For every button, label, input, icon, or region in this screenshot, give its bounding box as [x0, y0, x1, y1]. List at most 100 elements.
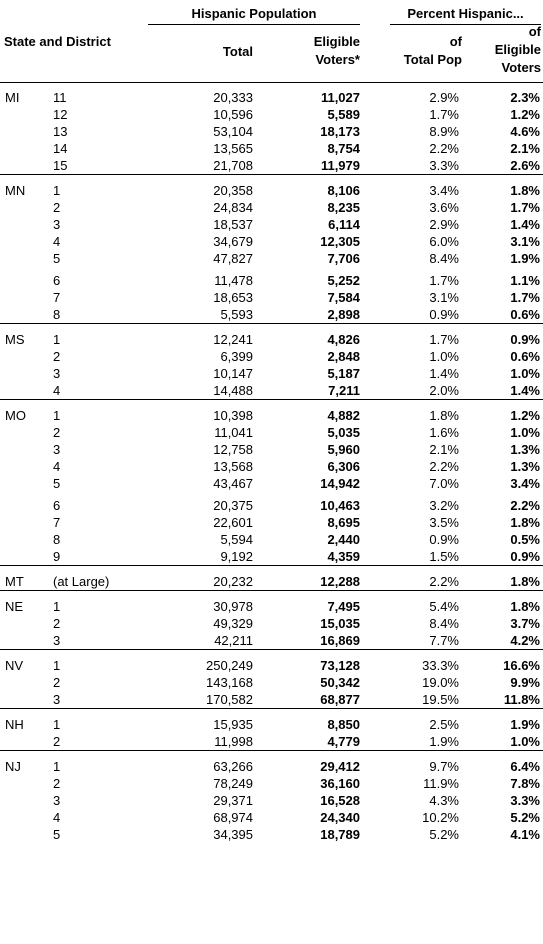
- total-cell: 10,596: [213, 107, 253, 122]
- eligible-voters-cell: 36,160: [320, 776, 360, 791]
- district-cell: 3: [53, 217, 61, 232]
- eligible-voters-cell: 11,027: [320, 90, 360, 105]
- total-cell: 24,834: [213, 200, 253, 215]
- district-cell: 1: [53, 599, 61, 614]
- pct-eligible-cell: 3.4%: [510, 476, 540, 491]
- state-code: NV: [5, 658, 24, 673]
- eligible-voters-cell: 5,187: [327, 366, 360, 381]
- district-cell: 1: [53, 717, 61, 732]
- eligible-voters-cell: 5,252: [327, 273, 360, 288]
- eligible-voters-cell: 4,882: [327, 408, 360, 423]
- pct-eligible-cell: 1.7%: [510, 200, 540, 215]
- table-row: 2 11,998 4,779 1.9% 1.0%: [0, 733, 543, 750]
- pct-eligible-cell: 4.6%: [510, 124, 540, 139]
- pct-total-pop-cell: 1.7%: [429, 107, 459, 122]
- table-row: 5 34,395 18,789 5.2% 4.1%: [0, 826, 543, 843]
- district-cell: 7: [53, 515, 61, 530]
- district-cell: 3: [53, 366, 61, 381]
- table-row: 6 20,375 10,463 3.2% 2.2%: [0, 497, 543, 514]
- total-cell: 63,266: [213, 759, 253, 774]
- pct-total-pop-cell: 0.9%: [429, 532, 459, 547]
- pct-total-pop-cell: 6.0%: [429, 234, 459, 249]
- table-row: 6 11,478 5,252 1.7% 1.1%: [0, 272, 543, 289]
- pct-eligible-cell: 0.9%: [510, 332, 540, 347]
- total-cell: 34,679: [213, 234, 253, 249]
- total-cell: 53,104: [213, 124, 253, 139]
- pct-total-pop-cell: 19.0%: [422, 675, 459, 690]
- column-header-pct-total-line1: of: [449, 34, 462, 49]
- district-cell: 2: [53, 776, 61, 791]
- pct-eligible-cell: 1.8%: [510, 183, 540, 198]
- pct-eligible-cell: 1.2%: [510, 107, 540, 122]
- district-cell: 1: [53, 408, 61, 423]
- total-cell: 49,329: [213, 616, 253, 631]
- district-cell: 2: [53, 675, 61, 690]
- column-header-pct-total-pop: of Total Pop: [404, 33, 462, 69]
- state-code: NJ: [5, 759, 21, 774]
- pct-total-pop-cell: 10.2%: [422, 810, 459, 825]
- pct-total-pop-cell: 1.7%: [429, 273, 459, 288]
- pct-total-pop-cell: 3.1%: [429, 290, 459, 305]
- district-cell: 8: [53, 307, 61, 322]
- pct-total-pop-cell: 3.5%: [429, 515, 459, 530]
- state-block-ms: MS 1 12,241 4,826 1.7% 0.9% 2 6,399 2,848 1.0% 0.6…: [0, 331, 543, 400]
- district-cell: 14: [53, 141, 68, 156]
- pct-total-pop-cell: 1.9%: [429, 734, 459, 749]
- pct-eligible-cell: 1.8%: [510, 574, 540, 589]
- eligible-voters-cell: 12,305: [320, 234, 360, 249]
- district-cell: 5: [53, 827, 61, 842]
- pct-total-pop-cell: 1.4%: [429, 366, 459, 381]
- state-block-nv: NV 1 250,249 73,128 33.3% 16.6% 2 143,168 50,342…: [0, 657, 543, 709]
- pct-eligible-cell: 1.7%: [510, 290, 540, 305]
- district-cell: 2: [53, 349, 61, 364]
- total-cell: 12,241: [213, 332, 253, 347]
- table-row: 13 53,104 18,173 8.9% 4.6%: [0, 123, 543, 140]
- table-row: MT (at Large) 20,232 12,288 2.2% 1.8%: [0, 573, 543, 590]
- pct-eligible-cell: 0.9%: [510, 549, 540, 564]
- table-row: 4 14,488 7,211 2.0% 1.4%: [0, 382, 543, 399]
- district-cell: 4: [53, 810, 61, 825]
- pct-total-pop-cell: 2.2%: [429, 141, 459, 156]
- eligible-voters-cell: 2,848: [327, 349, 360, 364]
- pct-eligible-cell: 1.3%: [510, 459, 540, 474]
- total-cell: 78,249: [213, 776, 253, 791]
- total-cell: 6,399: [220, 349, 253, 364]
- pct-total-pop-cell: 4.3%: [429, 793, 459, 808]
- table-row: 3 42,211 16,869 7.7% 4.2%: [0, 632, 543, 649]
- table-row: 5 47,827 7,706 8.4% 1.9%: [0, 250, 543, 267]
- table-row: 4 13,568 6,306 2.2% 1.3%: [0, 458, 543, 475]
- pct-total-pop-cell: 1.7%: [429, 332, 459, 347]
- state-code: MS: [5, 332, 25, 347]
- eligible-voters-cell: 15,035: [320, 616, 360, 631]
- total-cell: 21,708: [213, 158, 253, 173]
- pct-total-pop-cell: 1.5%: [429, 549, 459, 564]
- pct-total-pop-cell: 8.4%: [429, 616, 459, 631]
- table-row: NH 1 15,935 8,850 2.5% 1.9%: [0, 716, 543, 733]
- district-cell: 1: [53, 183, 61, 198]
- total-cell: 30,978: [213, 599, 253, 614]
- column-header-state-district: State and District: [4, 34, 111, 49]
- pct-eligible-cell: 1.0%: [510, 734, 540, 749]
- state-code: NH: [5, 717, 24, 732]
- table-row: MS 1 12,241 4,826 1.7% 0.9%: [0, 331, 543, 348]
- total-cell: 11,478: [214, 273, 253, 288]
- total-cell: 10,147: [213, 366, 253, 381]
- pct-eligible-cell: 1.9%: [510, 251, 540, 266]
- table-row: 8 5,594 2,440 0.9% 0.5%: [0, 531, 543, 548]
- district-cell: 1: [53, 332, 61, 347]
- table-row: 9 9,192 4,359 1.5% 0.9%: [0, 548, 543, 565]
- district-cell: 13: [53, 124, 68, 139]
- column-header-eligible-line2: Voters*: [315, 52, 360, 67]
- pct-total-pop-cell: 2.0%: [429, 383, 459, 398]
- district-cell: (at Large): [53, 574, 110, 589]
- total-cell: 12,758: [213, 442, 253, 457]
- eligible-voters-cell: 29,412: [320, 759, 360, 774]
- pct-eligible-cell: 4.1%: [510, 827, 540, 842]
- pct-eligible-cell: 4.2%: [510, 633, 540, 648]
- eligible-voters-cell: 5,589: [327, 107, 360, 122]
- district-cell: 6: [53, 498, 61, 513]
- eligible-voters-cell: 24,340: [320, 810, 360, 825]
- table-row: 2 78,249 36,160 11.9% 7.8%: [0, 775, 543, 792]
- eligible-voters-cell: 12,288: [320, 574, 360, 589]
- table-row: 2 6,399 2,848 1.0% 0.6%: [0, 348, 543, 365]
